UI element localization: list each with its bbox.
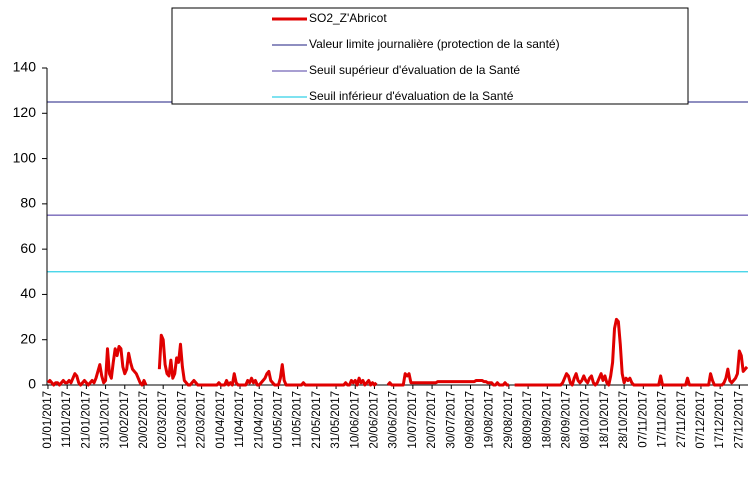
y-tick-label: 120 <box>13 104 37 120</box>
x-tick-label: 21/05/2017 <box>311 391 323 449</box>
x-tick-label: 11/05/2017 <box>292 391 304 448</box>
x-tick-label: 18/09/2017 <box>541 391 553 449</box>
x-tick-label: 28/09/2017 <box>561 391 573 449</box>
x-tick-label: 10/07/2017 <box>407 391 419 449</box>
x-tick-label: 30/06/2017 <box>388 391 400 449</box>
x-tick-label: 20/07/2017 <box>426 391 438 449</box>
x-tick-label: 10/06/2017 <box>349 391 361 449</box>
x-tick-label: 01/04/2017 <box>215 391 227 449</box>
y-tick-label: 80 <box>20 195 36 211</box>
x-tick-label: 11/04/2017 <box>234 391 246 448</box>
x-tick-label: 20/06/2017 <box>368 391 380 449</box>
x-tick-label: 08/09/2017 <box>522 391 534 449</box>
x-tick-label: 01/01/2017 <box>42 391 54 449</box>
x-tick-label: 08/10/2017 <box>580 391 592 449</box>
x-tick-label: 19/08/2017 <box>484 391 496 449</box>
x-tick-label: 01/05/2017 <box>272 391 284 449</box>
y-tick-label: 40 <box>20 285 36 301</box>
data-line <box>46 317 748 387</box>
x-tick-label: 11/01/2017 <box>61 391 73 448</box>
x-tick-label: 07/12/2017 <box>695 391 707 449</box>
x-tick-label: 02/03/2017 <box>157 391 169 449</box>
x-tick-label: 21/04/2017 <box>253 391 265 449</box>
legend-label: Seuil supérieur d'évaluation de la Santé <box>309 63 520 77</box>
x-tick-label: 12/03/2017 <box>176 391 188 449</box>
x-tick-label: 30/07/2017 <box>445 391 457 449</box>
legend-box <box>171 7 689 105</box>
x-tick-label: 18/10/2017 <box>599 391 611 449</box>
x-tick-label: 20/02/2017 <box>138 391 150 449</box>
legend-label: SO2_Z'Abricot <box>309 11 387 25</box>
y-tick-label: 0 <box>28 376 36 392</box>
y-tick-label: 100 <box>13 149 37 165</box>
x-tick-label: 29/08/2017 <box>503 391 515 449</box>
legend-label: Valeur limite journalière (protection de… <box>309 37 560 51</box>
y-tick-label: 60 <box>20 240 36 256</box>
x-tick-label: 22/03/2017 <box>196 391 208 449</box>
x-tick-label: 09/08/2017 <box>465 391 477 449</box>
x-tick-label: 21/01/2017 <box>80 391 92 449</box>
x-tick-label: 17/12/2017 <box>714 391 726 449</box>
x-tick-label: 10/02/2017 <box>119 391 131 449</box>
x-tick-label: 31/05/2017 <box>330 391 342 449</box>
y-tick-label: 140 <box>13 59 37 75</box>
legend-label: Seuil inférieur d'évaluation de la Santé <box>309 89 514 103</box>
x-tick-label: 17/11/2017 <box>657 391 669 448</box>
x-tick-label: 31/01/2017 <box>100 391 112 449</box>
y-tick-label: 20 <box>20 330 36 346</box>
x-tick-label: 27/12/2017 <box>733 391 745 449</box>
x-tick-label: 07/11/2017 <box>637 391 649 448</box>
x-tick-label: 28/10/2017 <box>618 391 630 449</box>
x-tick-label: 27/11/2017 <box>676 391 688 448</box>
